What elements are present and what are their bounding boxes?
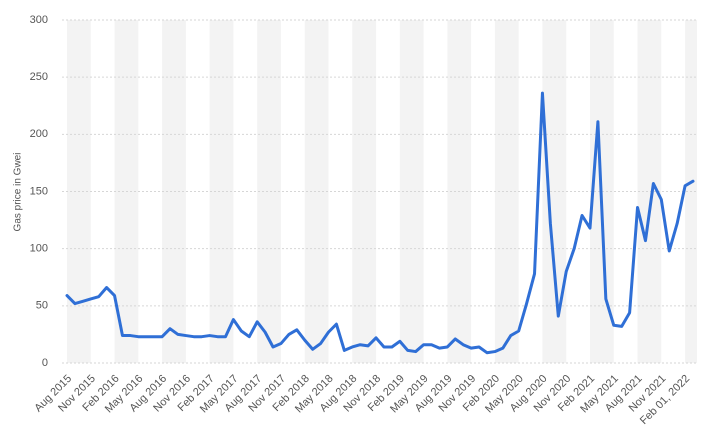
y-tick-label: 150 bbox=[30, 185, 48, 197]
y-tick-label: 250 bbox=[30, 71, 48, 83]
y-tick-label: 50 bbox=[36, 300, 48, 312]
band bbox=[637, 20, 662, 363]
band bbox=[257, 20, 281, 363]
band bbox=[162, 20, 186, 363]
line bbox=[65, 91, 695, 355]
y-axis-label: Gas price in Gwei bbox=[13, 153, 24, 232]
band bbox=[352, 20, 377, 363]
y-tick-label: 200 bbox=[30, 128, 48, 140]
y-tick-label: 0 bbox=[42, 357, 48, 369]
y-tick-label: 300 bbox=[30, 14, 48, 26]
y-tick-label: 100 bbox=[30, 243, 48, 255]
band bbox=[304, 20, 329, 363]
band bbox=[209, 20, 234, 363]
